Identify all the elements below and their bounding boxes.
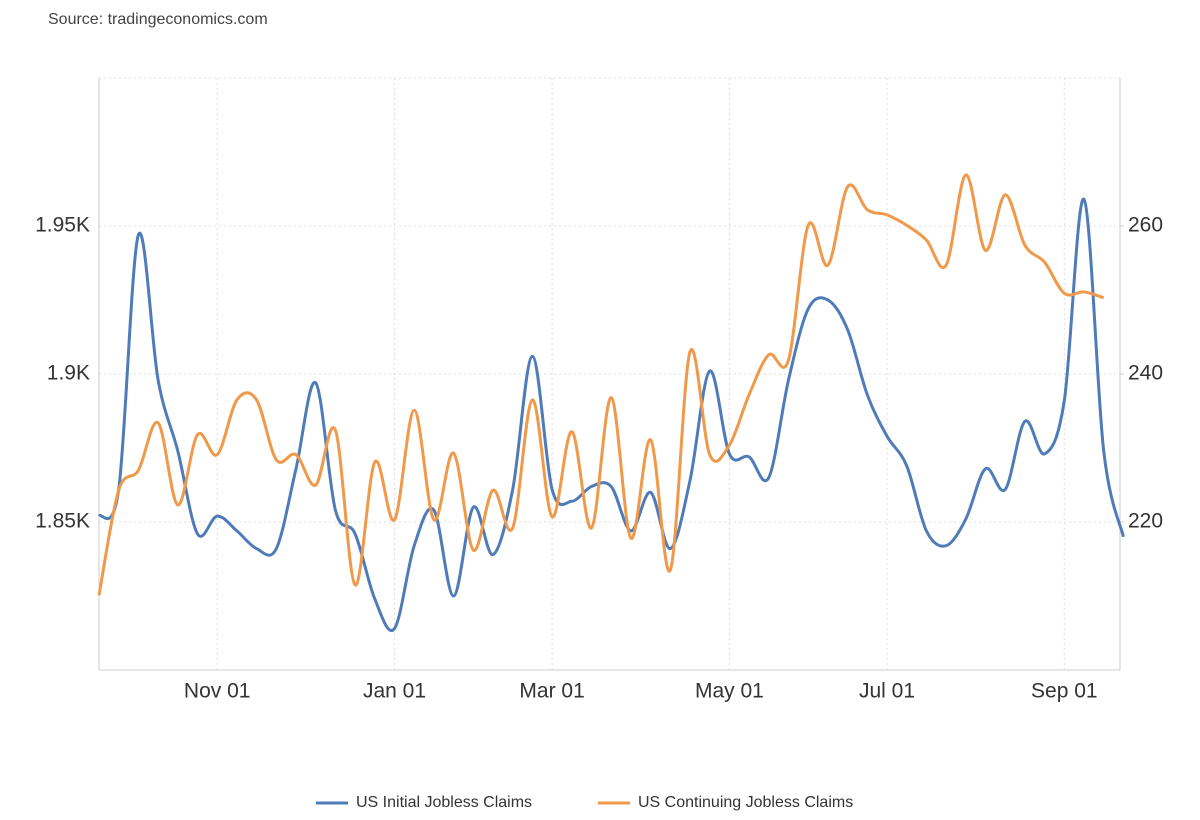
x-tick-label: Mar 01 (519, 680, 584, 703)
series-line (97, 173, 1105, 596)
y-tick-label: 1.85K (35, 510, 90, 533)
legend-label: US Initial Jobless Claims (356, 794, 532, 811)
y2-tick-label: 260 (1128, 214, 1163, 237)
x-tick-label: Nov 01 (184, 680, 251, 703)
y2-tick-label: 240 (1128, 362, 1163, 385)
x-tick-label: Jan 01 (363, 680, 426, 703)
y-tick-label: 1.9K (47, 362, 90, 385)
source-note: Source: tradingeconomics.com (48, 11, 268, 28)
legend-label: US Continuing Jobless Claims (638, 794, 853, 811)
x-tick-label: Jul 01 (859, 680, 915, 703)
y-tick-label: 1.95K (35, 214, 90, 237)
x-tick-label: Sep 01 (1031, 680, 1098, 703)
x-tick-label: May 01 (695, 680, 764, 703)
y2-tick-label: 220 (1128, 510, 1163, 533)
series-line (97, 197, 1125, 632)
